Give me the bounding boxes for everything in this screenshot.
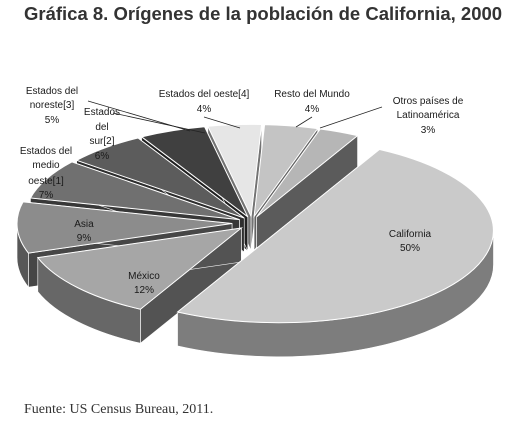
slice-name-label: California xyxy=(389,229,432,240)
slice-name-label: Estados del oeste[4] xyxy=(159,89,250,100)
leader-line xyxy=(203,116,241,129)
pie-slice xyxy=(16,201,233,254)
slice-value-label: 7% xyxy=(39,190,54,201)
pie-slice xyxy=(36,227,244,310)
slice-name-label: sur[2] xyxy=(89,136,114,147)
slice-name-label: Estados del xyxy=(20,146,72,157)
leader-line xyxy=(295,116,313,128)
slice-name-label: medio xyxy=(32,160,60,171)
slice-name-label: noreste[3] xyxy=(30,100,75,111)
pie-slice xyxy=(140,126,249,218)
slice-value-label: 4% xyxy=(197,104,212,115)
chart-title: Gráfica 8. Orígenes de la población de C… xyxy=(24,3,503,24)
slice-name-label: Resto del Mundo xyxy=(274,89,350,100)
pie-slice xyxy=(256,128,359,218)
leader-line xyxy=(112,112,206,134)
slice-name-label: Estados del xyxy=(26,86,78,97)
slice-name-label: México xyxy=(128,271,160,282)
pie-slice xyxy=(176,148,494,324)
slice-name-label: Otros países de xyxy=(393,96,464,107)
pie-slice xyxy=(207,123,263,219)
slice-value-label: 9% xyxy=(77,233,92,244)
slice-value-label: 3% xyxy=(421,125,436,136)
slice-value-label: 12% xyxy=(134,285,154,296)
leader-lines xyxy=(87,100,383,134)
leader-line xyxy=(87,100,191,132)
slice-value-label: 6% xyxy=(95,151,110,162)
slice-value-label: 5% xyxy=(45,115,60,126)
pie-slice xyxy=(75,137,245,219)
pie-slice xyxy=(253,124,319,219)
slice-value-label: 50% xyxy=(400,243,420,254)
slice-name-label: Latinoamérica xyxy=(397,110,460,121)
pie-tops xyxy=(16,123,494,324)
slice-name-label: Estados xyxy=(84,107,120,118)
leader-line xyxy=(319,106,383,129)
slice-name-label: Asia xyxy=(74,219,94,230)
slice-labels: California 50% México 12% Asia 9% Estados del m… xyxy=(20,86,464,296)
slice-value-label: 4% xyxy=(305,104,320,115)
pie-slice xyxy=(29,161,240,221)
slice-name-label: oeste[1] xyxy=(28,176,64,187)
slice-name-label: del xyxy=(95,122,108,133)
source-note: Fuente: US Census Bureau, 2011. xyxy=(24,402,214,417)
